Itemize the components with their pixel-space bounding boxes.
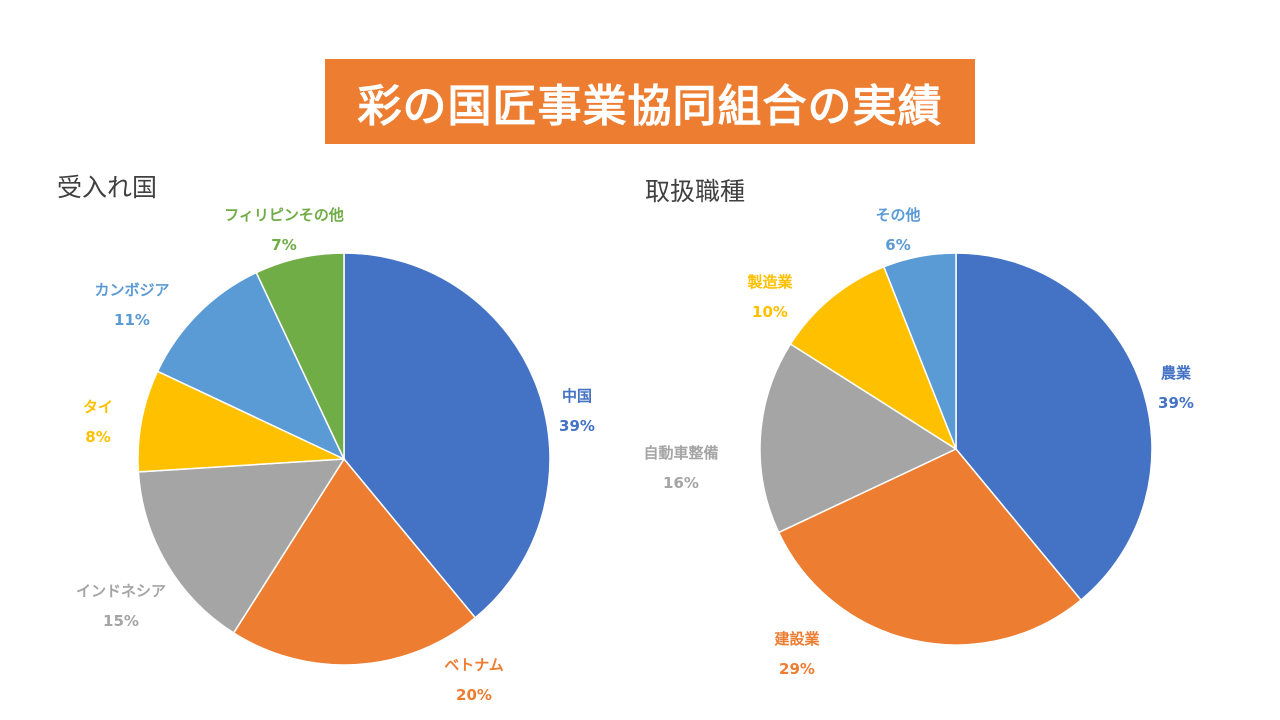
slice-percent-label: 15% — [103, 612, 139, 630]
slice-label: 中国 — [562, 387, 592, 405]
slice-label: カンボジア — [94, 281, 169, 299]
pie-slice-2 — [777, 448, 1082, 646]
slice-label: インドネシア — [76, 582, 166, 600]
pie-slice-2 — [232, 457, 477, 666]
pie-slice-1 — [955, 252, 1153, 602]
pie-slice-5 — [156, 271, 346, 461]
pie-chart-countries: 中国 39% ベトナム 20% インドネシア 15% タイ 8% カンボジア 11% フィリピンその… — [76, 206, 595, 704]
slice-label: フィリピンその他 — [224, 206, 344, 224]
slice-label: 農業 — [1161, 364, 1192, 382]
pie-slice-3 — [759, 342, 958, 534]
slice-percent-label: 11% — [114, 311, 150, 329]
slice-percent-label: 39% — [1158, 394, 1194, 412]
pie-slice-1 — [343, 252, 551, 619]
chart-title-occupations: 取扱職種 — [645, 177, 746, 206]
slice-percent-label: 39% — [559, 417, 595, 435]
slice-label: 製造業 — [746, 273, 793, 291]
slice-percent-label: 29% — [779, 660, 815, 678]
slice-percent-label: 16% — [663, 474, 699, 492]
slice-label: 自動車整備 — [643, 444, 718, 462]
pie-chart-occupations: 農業 39% 建設業 29% 自動車整備 16% 製造業 10% その他 6% — [643, 206, 1194, 678]
pie-slice-6 — [255, 252, 345, 460]
pie-slice-4 — [137, 370, 345, 473]
slice-label: 建設業 — [774, 630, 820, 648]
pie-slice-3 — [137, 458, 346, 634]
slice-percent-label: 6% — [885, 236, 910, 254]
pie-slice-5 — [882, 252, 957, 450]
slice-percent-label: 8% — [85, 428, 110, 446]
slice-label: ベトナム — [444, 656, 504, 674]
slice-percent-label: 7% — [271, 236, 296, 254]
slice-label: タイ — [83, 398, 113, 416]
slice-percent-label: 10% — [752, 303, 788, 321]
slice-label: その他 — [875, 206, 920, 224]
slice-percent-label: 20% — [456, 686, 492, 704]
pie-slice-4 — [789, 265, 958, 451]
slide-title: 彩の国匠事業協同組合の実績 — [325, 59, 975, 144]
chart-title-countries: 受入れ国 — [57, 173, 158, 202]
